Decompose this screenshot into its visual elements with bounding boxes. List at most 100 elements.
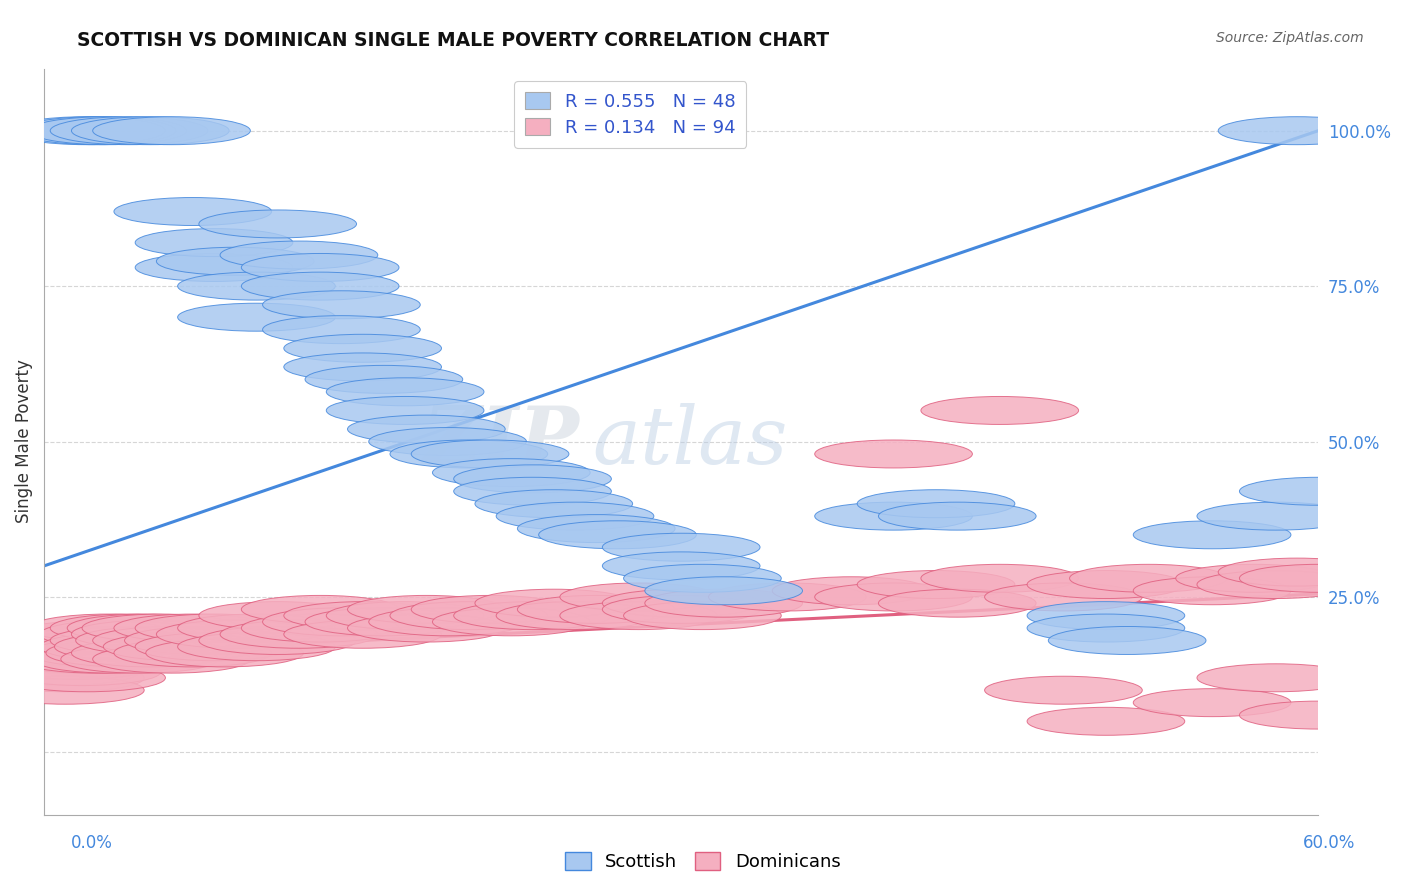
Ellipse shape bbox=[1197, 571, 1354, 599]
Ellipse shape bbox=[1240, 477, 1398, 505]
Ellipse shape bbox=[135, 228, 292, 257]
Ellipse shape bbox=[114, 639, 271, 667]
Ellipse shape bbox=[177, 272, 335, 300]
Ellipse shape bbox=[0, 664, 145, 692]
Ellipse shape bbox=[475, 590, 633, 617]
Ellipse shape bbox=[645, 590, 803, 617]
Ellipse shape bbox=[1070, 565, 1227, 592]
Ellipse shape bbox=[221, 620, 378, 648]
Ellipse shape bbox=[221, 241, 378, 269]
Text: ZIP: ZIP bbox=[422, 403, 579, 480]
Ellipse shape bbox=[1026, 707, 1185, 735]
Ellipse shape bbox=[76, 626, 233, 655]
Ellipse shape bbox=[326, 396, 484, 425]
Ellipse shape bbox=[560, 583, 717, 611]
Ellipse shape bbox=[0, 639, 145, 667]
Ellipse shape bbox=[30, 614, 187, 642]
Ellipse shape bbox=[18, 117, 176, 145]
Text: 0.0%: 0.0% bbox=[70, 834, 112, 852]
Ellipse shape bbox=[0, 645, 134, 673]
Ellipse shape bbox=[1133, 521, 1291, 549]
Ellipse shape bbox=[1218, 558, 1376, 586]
Ellipse shape bbox=[0, 676, 145, 704]
Ellipse shape bbox=[25, 626, 183, 655]
Ellipse shape bbox=[135, 253, 292, 282]
Ellipse shape bbox=[814, 502, 973, 530]
Ellipse shape bbox=[517, 515, 675, 542]
Ellipse shape bbox=[177, 614, 335, 642]
Ellipse shape bbox=[411, 440, 569, 468]
Ellipse shape bbox=[433, 458, 591, 487]
Ellipse shape bbox=[368, 607, 526, 636]
Ellipse shape bbox=[1218, 117, 1376, 145]
Ellipse shape bbox=[146, 639, 304, 667]
Ellipse shape bbox=[72, 620, 229, 648]
Ellipse shape bbox=[368, 427, 526, 456]
Ellipse shape bbox=[305, 366, 463, 393]
Ellipse shape bbox=[1175, 565, 1333, 592]
Ellipse shape bbox=[772, 577, 929, 605]
Ellipse shape bbox=[284, 601, 441, 630]
Ellipse shape bbox=[1133, 689, 1291, 716]
Ellipse shape bbox=[284, 334, 441, 362]
Ellipse shape bbox=[517, 596, 675, 624]
Ellipse shape bbox=[103, 632, 262, 661]
Ellipse shape bbox=[389, 440, 548, 468]
Ellipse shape bbox=[55, 632, 212, 661]
Ellipse shape bbox=[17, 639, 174, 667]
Ellipse shape bbox=[0, 651, 155, 680]
Ellipse shape bbox=[411, 596, 569, 624]
Ellipse shape bbox=[1240, 701, 1398, 729]
Ellipse shape bbox=[30, 117, 187, 145]
Ellipse shape bbox=[1026, 601, 1185, 630]
Ellipse shape bbox=[156, 247, 314, 276]
Ellipse shape bbox=[0, 645, 153, 673]
Ellipse shape bbox=[624, 565, 782, 592]
Ellipse shape bbox=[3, 657, 162, 686]
Text: atlas: atlas bbox=[592, 403, 787, 480]
Ellipse shape bbox=[602, 533, 761, 561]
Ellipse shape bbox=[858, 571, 1015, 599]
Ellipse shape bbox=[93, 626, 250, 655]
Ellipse shape bbox=[284, 353, 441, 381]
Ellipse shape bbox=[1240, 565, 1398, 592]
Ellipse shape bbox=[39, 620, 197, 648]
Ellipse shape bbox=[8, 626, 166, 655]
Ellipse shape bbox=[177, 632, 335, 661]
Ellipse shape bbox=[433, 607, 591, 636]
Ellipse shape bbox=[60, 645, 218, 673]
Ellipse shape bbox=[18, 645, 176, 673]
Ellipse shape bbox=[125, 626, 283, 655]
Ellipse shape bbox=[814, 440, 973, 468]
Ellipse shape bbox=[496, 601, 654, 630]
Ellipse shape bbox=[198, 210, 357, 238]
Ellipse shape bbox=[263, 291, 420, 318]
Ellipse shape bbox=[114, 614, 271, 642]
Ellipse shape bbox=[709, 583, 866, 611]
Ellipse shape bbox=[1197, 502, 1354, 530]
Ellipse shape bbox=[284, 620, 441, 648]
Ellipse shape bbox=[347, 415, 505, 443]
Ellipse shape bbox=[18, 620, 176, 648]
Ellipse shape bbox=[156, 620, 314, 648]
Text: Source: ZipAtlas.com: Source: ZipAtlas.com bbox=[1216, 31, 1364, 45]
Ellipse shape bbox=[198, 601, 357, 630]
Ellipse shape bbox=[921, 565, 1078, 592]
Ellipse shape bbox=[51, 117, 208, 145]
Ellipse shape bbox=[1026, 571, 1185, 599]
Ellipse shape bbox=[624, 601, 782, 630]
Ellipse shape bbox=[454, 477, 612, 505]
Ellipse shape bbox=[389, 601, 548, 630]
Ellipse shape bbox=[93, 645, 250, 673]
Ellipse shape bbox=[72, 639, 229, 667]
Ellipse shape bbox=[347, 614, 505, 642]
Ellipse shape bbox=[30, 639, 187, 667]
Ellipse shape bbox=[814, 583, 973, 611]
Ellipse shape bbox=[858, 490, 1015, 517]
Ellipse shape bbox=[198, 626, 357, 655]
Ellipse shape bbox=[879, 590, 1036, 617]
Ellipse shape bbox=[560, 601, 717, 630]
Ellipse shape bbox=[326, 601, 484, 630]
Ellipse shape bbox=[879, 502, 1036, 530]
Ellipse shape bbox=[177, 303, 335, 331]
